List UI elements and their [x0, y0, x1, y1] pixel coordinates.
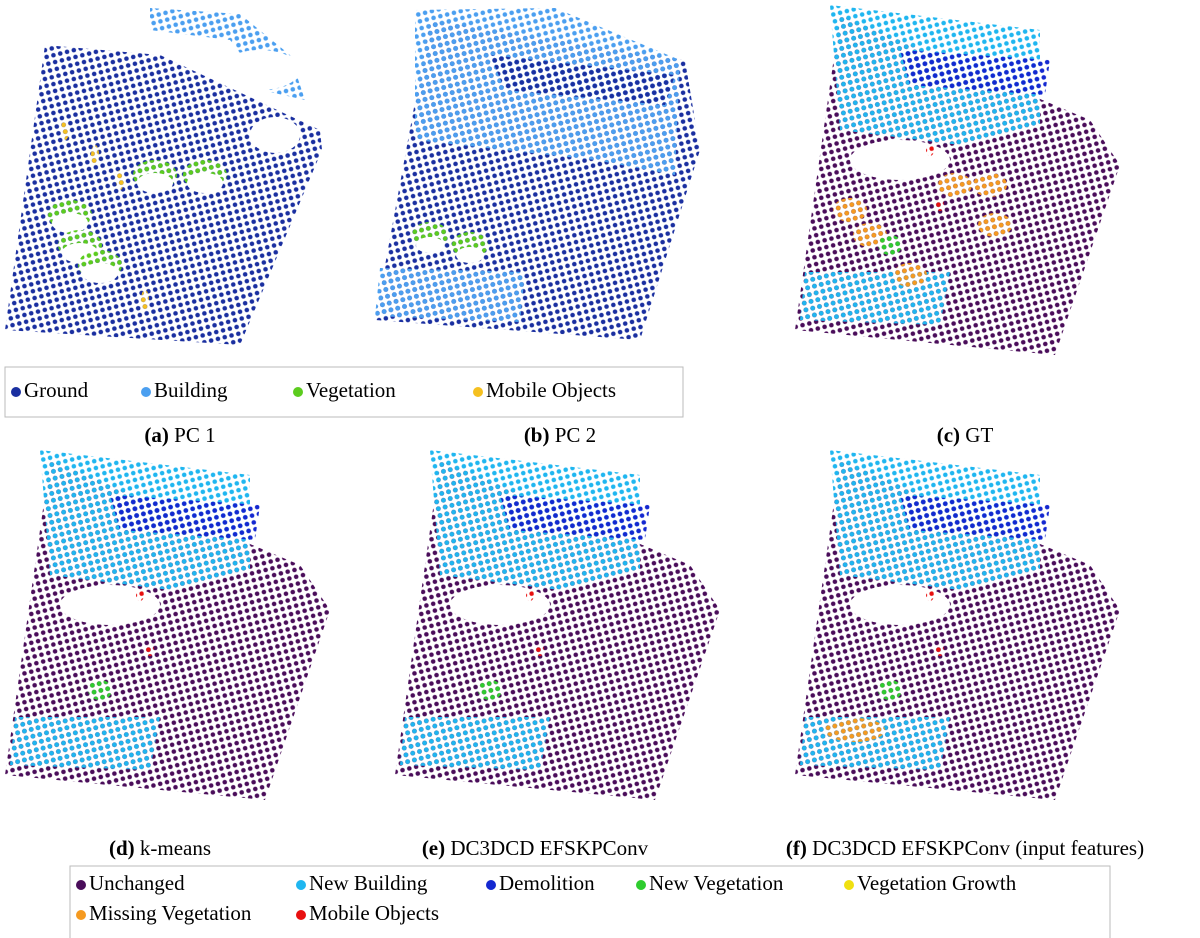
legend-marker: [486, 880, 496, 890]
legend-label: New Vegetation: [649, 871, 784, 895]
point-region: [500, 495, 650, 540]
legend-label: Demolition: [499, 871, 595, 895]
point-region: [416, 237, 444, 253]
point-region: [10, 717, 160, 770]
point-region: [61, 120, 69, 140]
legend-label: Mobile Objects: [486, 378, 616, 402]
caption-text: PC 2: [555, 423, 596, 447]
point-region: [978, 213, 1012, 237]
legend-label: Vegetation: [306, 378, 396, 402]
caption-text: DC3DCD EFSKPConv (input features): [812, 836, 1144, 860]
point-region: [141, 290, 149, 310]
cloud: [395, 450, 720, 800]
panel-caption: (e) DC3DCD EFSKPConv: [422, 836, 649, 860]
legend-marker: [11, 387, 21, 397]
legend-label: Missing Vegetation: [89, 901, 252, 925]
legend-marker: [76, 880, 86, 890]
caption-text: k-means: [140, 836, 211, 860]
point-region: [82, 263, 118, 283]
panel-caption: (b) PC 2: [524, 423, 596, 447]
point-region: [536, 644, 544, 656]
point-region: [60, 585, 160, 625]
point-region: [91, 145, 99, 165]
point-region: [853, 223, 887, 247]
legend-label: Mobile Objects: [309, 901, 439, 925]
point-region: [878, 235, 902, 255]
point-region: [52, 213, 88, 233]
legend-box: [69, 865, 1111, 938]
texts: (a) PC 1 (b) PC 2 (c) GT (d) k-means (e) DC3…: [11, 378, 1144, 925]
panel-caption: (c) GT: [937, 423, 994, 447]
point-region: [938, 173, 972, 197]
cloud: [375, 8, 700, 340]
legend-label: New Building: [309, 871, 428, 895]
point-region: [137, 173, 173, 193]
panel-label: (e): [422, 836, 445, 860]
point-region: [116, 170, 124, 190]
legend-marker: [76, 910, 86, 920]
point-region: [800, 272, 950, 325]
point-region: [88, 680, 112, 700]
point-region: [250, 117, 300, 153]
point-region: [526, 589, 534, 601]
legend-marker: [636, 880, 646, 890]
point-region: [456, 247, 484, 263]
point-region: [926, 589, 934, 601]
panel-label: (f): [786, 836, 807, 860]
point-region: [136, 589, 144, 601]
point-region: [900, 495, 1050, 540]
point-region: [220, 50, 300, 90]
panel-caption: (a) PC 1: [144, 423, 215, 447]
point-clouds: [5, 5, 1120, 800]
cloud: [795, 450, 1120, 800]
cloud: [5, 450, 330, 800]
point-region: [478, 680, 502, 700]
point-region: [490, 55, 675, 105]
point-region: [146, 644, 154, 656]
legend-label: Unchanged: [89, 871, 185, 895]
cloud: [5, 8, 322, 345]
legend-marker: [293, 387, 303, 397]
point-region: [850, 585, 950, 625]
point-region: [926, 144, 934, 156]
caption-text: DC3DCD EFSKPConv: [450, 836, 648, 860]
cloud: [795, 5, 1120, 355]
caption-text: PC 1: [174, 423, 215, 447]
legend-label: Vegetation Growth: [857, 871, 1017, 895]
panel-caption: (f) DC3DCD EFSKPConv (input features): [786, 836, 1144, 860]
caption-text: GT: [965, 423, 993, 447]
point-region: [825, 718, 885, 742]
point-region: [936, 199, 944, 211]
point-region: [110, 495, 260, 540]
panel-label: (a): [144, 423, 169, 447]
point-region: [850, 140, 950, 180]
point-region: [187, 173, 223, 193]
point-region: [450, 585, 550, 625]
point-region: [400, 717, 550, 770]
legend-marker: [141, 387, 151, 397]
panel-caption: (d) k-means: [109, 836, 211, 860]
point-region: [973, 173, 1007, 197]
legend-label: Building: [154, 378, 228, 402]
legend-marker: [844, 880, 854, 890]
legend-marker: [296, 910, 306, 920]
point-region: [936, 644, 944, 656]
panel-label: (c): [937, 423, 960, 447]
panel-label: (b): [524, 423, 550, 447]
legend-marker: [296, 880, 306, 890]
legend-marker: [473, 387, 483, 397]
legend-label: Ground: [24, 378, 89, 402]
point-region: [375, 268, 525, 322]
point-region: [833, 198, 867, 222]
point-region: [878, 680, 902, 700]
point-region: [893, 263, 927, 287]
point-region: [900, 50, 1050, 95]
legend-box: [4, 366, 684, 418]
panel-label: (d): [109, 836, 135, 860]
